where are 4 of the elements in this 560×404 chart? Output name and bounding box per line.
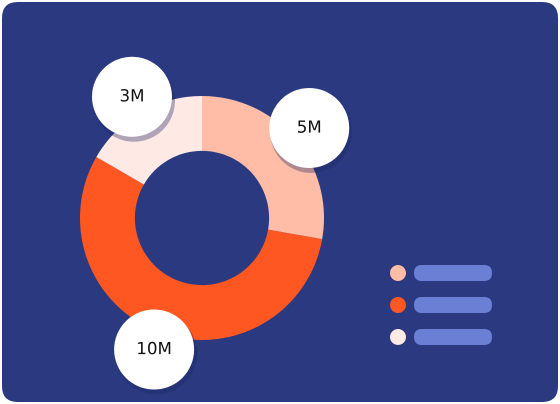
data-label: 5M [298, 120, 320, 133]
data-label: 10M [138, 342, 170, 354]
donut-slice [80, 157, 322, 340]
data-label: 3M [120, 88, 143, 102]
